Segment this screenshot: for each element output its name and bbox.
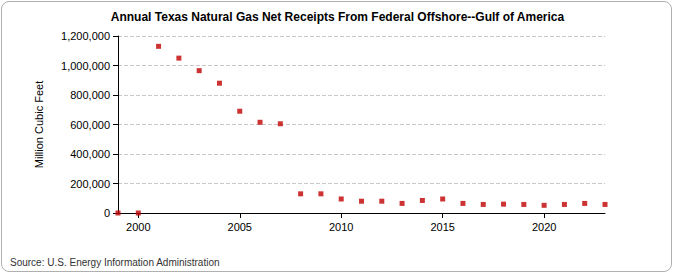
svg-text:Annual Texas Natural Gas Net R: Annual Texas Natural Gas Net Receipts Fr… bbox=[111, 10, 565, 24]
svg-text:0: 0 bbox=[104, 207, 110, 219]
svg-text:1,000,000: 1,000,000 bbox=[61, 60, 110, 72]
svg-text:2020: 2020 bbox=[532, 221, 556, 233]
svg-text:2015: 2015 bbox=[430, 221, 454, 233]
svg-text:1,200,000: 1,200,000 bbox=[61, 30, 110, 42]
svg-text:400,000: 400,000 bbox=[70, 148, 110, 160]
svg-text:600,000: 600,000 bbox=[70, 119, 110, 131]
svg-text:800,000: 800,000 bbox=[70, 89, 110, 101]
svg-text:Million Cubic Feet: Million Cubic Feet bbox=[33, 81, 45, 168]
svg-text:2000: 2000 bbox=[126, 221, 150, 233]
svg-text:Source: U.S. Energy Informatio: Source: U.S. Energy Information Administ… bbox=[10, 257, 220, 268]
svg-text:2010: 2010 bbox=[329, 221, 353, 233]
svg-text:2005: 2005 bbox=[228, 221, 252, 233]
svg-text:200,000: 200,000 bbox=[70, 178, 110, 190]
